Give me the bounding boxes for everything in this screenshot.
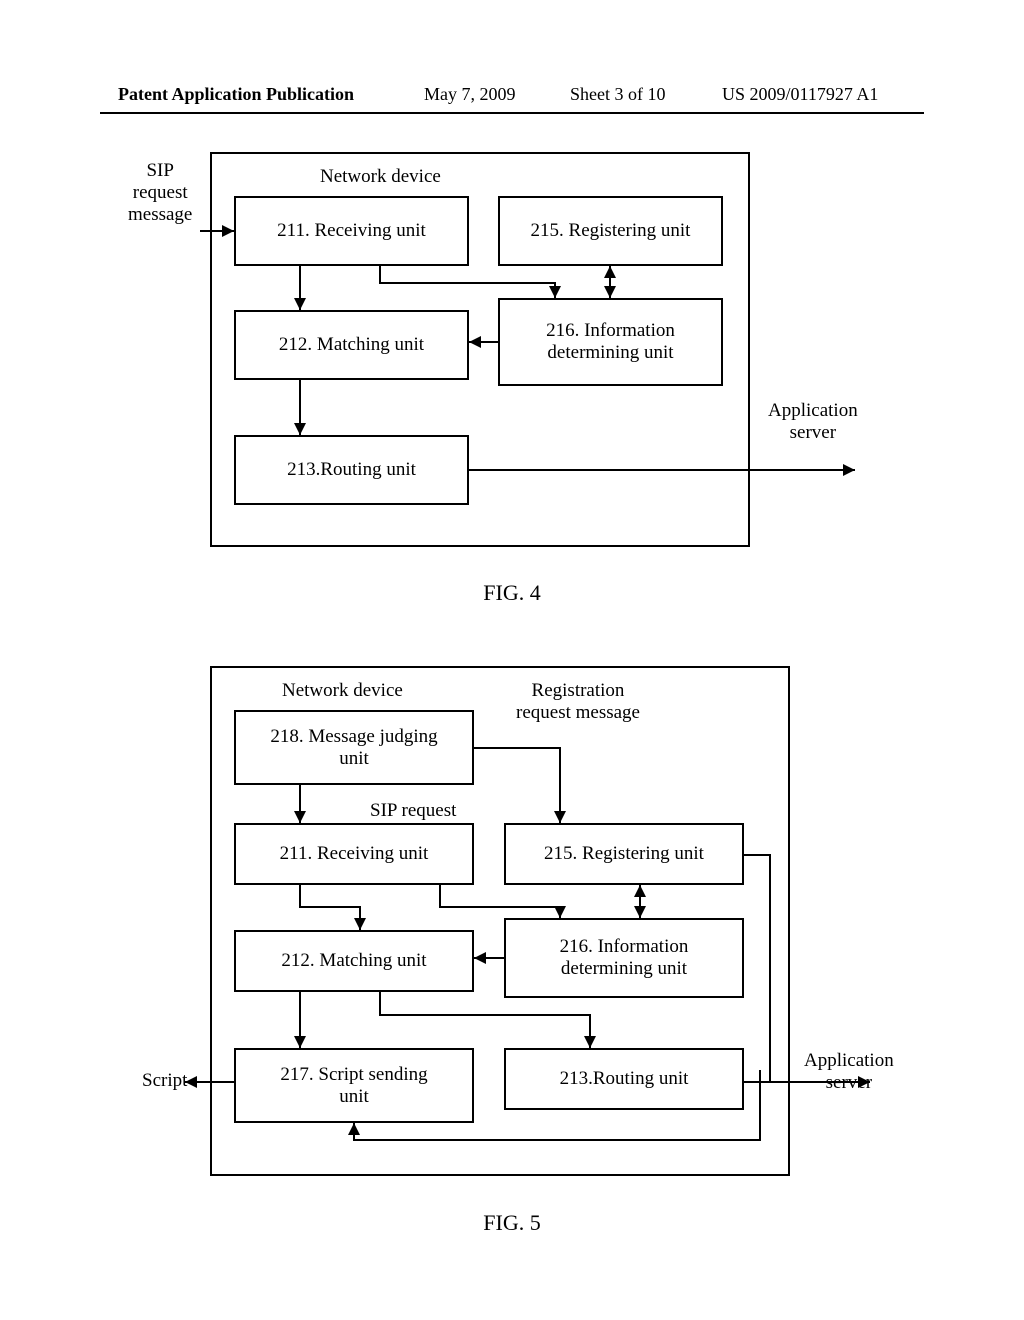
header-publication: Patent Application Publication xyxy=(118,84,354,105)
fig4-outer-title: Network device xyxy=(320,166,441,188)
fig5-registration-request-label: Registration request message xyxy=(516,680,640,724)
fig5-outer-title: Network device xyxy=(282,680,403,702)
fig4-application-server-label: Application server xyxy=(768,400,858,444)
fig4-routing-unit: 213.Routing unit xyxy=(234,435,469,505)
fig5-script-sending-unit: 217. Script sending unit xyxy=(234,1048,474,1123)
fig4-sip-request-label: SIP request message xyxy=(128,160,192,226)
fig4-receiving-unit: 211. Receiving unit xyxy=(234,196,469,266)
fig5-caption: FIG. 5 xyxy=(0,1210,1024,1236)
fig5-application-server-label: Application server xyxy=(804,1050,894,1094)
fig5-sip-request-label: SIP request xyxy=(370,800,456,822)
fig5-script-label: Script xyxy=(142,1070,187,1092)
fig4-caption: FIG. 4 xyxy=(0,580,1024,606)
fig4-info-determining-unit: 216. Information determining unit xyxy=(498,298,723,386)
fig5-info-determining-unit: 216. Information determining unit xyxy=(504,918,744,998)
header-patent-number: US 2009/0117927 A1 xyxy=(722,84,878,105)
header-date: May 7, 2009 xyxy=(424,84,516,105)
fig5-matching-unit: 212. Matching unit xyxy=(234,930,474,992)
fig4-matching-unit: 212. Matching unit xyxy=(234,310,469,380)
fig5-receiving-unit: 211. Receiving unit xyxy=(234,823,474,885)
fig4-registering-unit: 215. Registering unit xyxy=(498,196,723,266)
header-rule xyxy=(100,112,924,114)
page: Patent Application Publication May 7, 20… xyxy=(0,0,1024,1320)
header-sheet: Sheet 3 of 10 xyxy=(570,84,665,105)
fig5-message-judging-unit: 218. Message judging unit xyxy=(234,710,474,785)
fig5-routing-unit: 213.Routing unit xyxy=(504,1048,744,1110)
fig5-registering-unit: 215. Registering unit xyxy=(504,823,744,885)
